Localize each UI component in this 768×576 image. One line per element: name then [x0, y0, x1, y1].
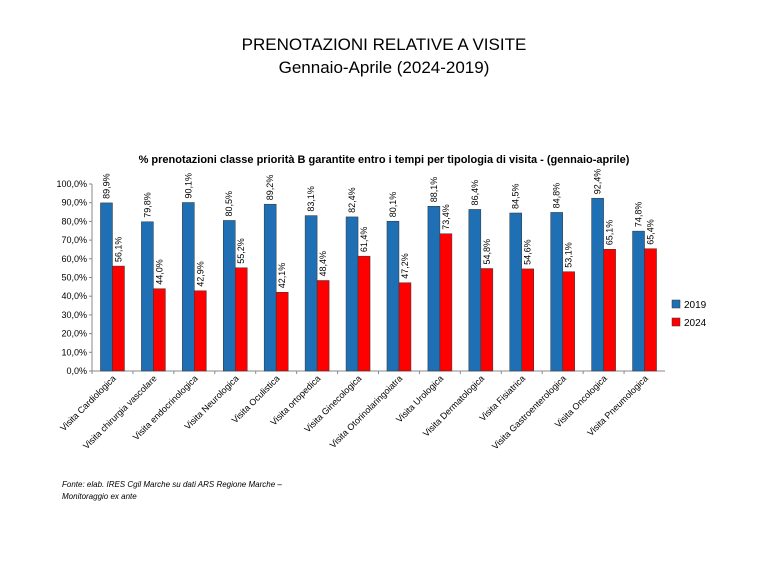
legend-swatch [671, 299, 681, 309]
bar [480, 268, 494, 372]
value-label: 84,8% [552, 183, 562, 209]
legend-label: 2024 [684, 318, 707, 329]
value-label: 47,2% [400, 253, 410, 279]
bar [357, 255, 371, 372]
value-label: 54,6% [523, 239, 533, 265]
value-label: 80,5% [224, 191, 234, 217]
value-label: 65,1% [605, 220, 615, 246]
y-tick-label: 10,0% [61, 347, 87, 357]
legend-swatch [671, 317, 681, 327]
value-label: 44,0% [154, 259, 164, 285]
y-tick-label: 30,0% [61, 310, 87, 320]
bar [112, 265, 125, 372]
value-label: 65,4% [646, 219, 656, 245]
bar [316, 280, 330, 372]
bar [182, 202, 195, 372]
bar [603, 249, 616, 372]
bar [345, 216, 359, 372]
bar [235, 267, 248, 372]
value-label: 88,1% [429, 177, 439, 203]
value-label: 61,4% [359, 227, 369, 253]
source: Monitoraggio ex ante [62, 492, 137, 501]
bar [521, 268, 534, 372]
value-label: 74,8% [634, 202, 644, 228]
value-label: 42,1% [277, 263, 287, 289]
bar [509, 212, 522, 372]
value-label: 86,4% [470, 180, 480, 206]
page-subtitle: Gennaio-Aprile (2024-2019) [279, 58, 490, 77]
x-tick-label: Visita Gastroenterologica [490, 373, 568, 451]
bar [439, 233, 453, 372]
bar [468, 209, 482, 372]
y-tick-label: 0,0% [66, 366, 87, 376]
bar [275, 292, 289, 372]
value-label: 42,9% [195, 261, 205, 287]
bar [427, 206, 441, 372]
value-label: 48,4% [318, 251, 328, 277]
value-label: 83,1% [306, 186, 316, 212]
bar [304, 215, 318, 372]
value-label: 56,1% [113, 237, 123, 263]
y-tick-label: 60,0% [61, 254, 87, 264]
value-label: 73,4% [441, 204, 451, 230]
value-label: 89,9% [101, 173, 111, 199]
value-label: 82,4% [347, 187, 357, 213]
y-tick-label: 80,0% [61, 216, 87, 226]
value-label: 55,2% [236, 238, 246, 264]
value-label: 92,4% [593, 169, 603, 195]
bar [386, 220, 400, 372]
value-label: 54,8% [482, 239, 492, 265]
value-label: 84,5% [511, 183, 521, 209]
legend-label: 2019 [684, 300, 707, 311]
x-tick-label: Visita chirurgia vascolare [81, 373, 159, 451]
value-label: 53,1% [564, 242, 574, 268]
x-tick-label: Visita Otorinolaringoiatra [328, 373, 405, 450]
bar [632, 230, 645, 372]
bar [398, 282, 412, 372]
bar [223, 220, 236, 372]
bar [141, 221, 154, 372]
source: Fonte: elab. IRES Cgil Marche su dati AR… [62, 480, 282, 489]
chart-title: % prenotazioni classe priorità B garanti… [139, 154, 630, 166]
y-tick-label: 20,0% [61, 329, 87, 339]
bar [100, 202, 113, 372]
page-title: PRENOTAZIONI RELATIVE A VISITE [242, 35, 527, 54]
y-tick-label: 50,0% [61, 273, 87, 283]
y-tick-label: 100,0% [56, 179, 87, 189]
y-tick-label: 90,0% [61, 198, 87, 208]
bar [591, 197, 604, 372]
y-tick-label: 70,0% [61, 235, 87, 245]
bar [194, 290, 207, 372]
value-label: 79,8% [142, 192, 152, 218]
bar [153, 288, 166, 372]
value-label: 89,2% [265, 175, 275, 201]
value-label: 80,1% [388, 192, 398, 218]
bar [550, 212, 563, 372]
value-label: 90,1% [183, 173, 193, 199]
bar [644, 248, 657, 372]
bar [263, 203, 277, 372]
y-tick-label: 40,0% [61, 291, 87, 301]
bar [562, 271, 575, 372]
